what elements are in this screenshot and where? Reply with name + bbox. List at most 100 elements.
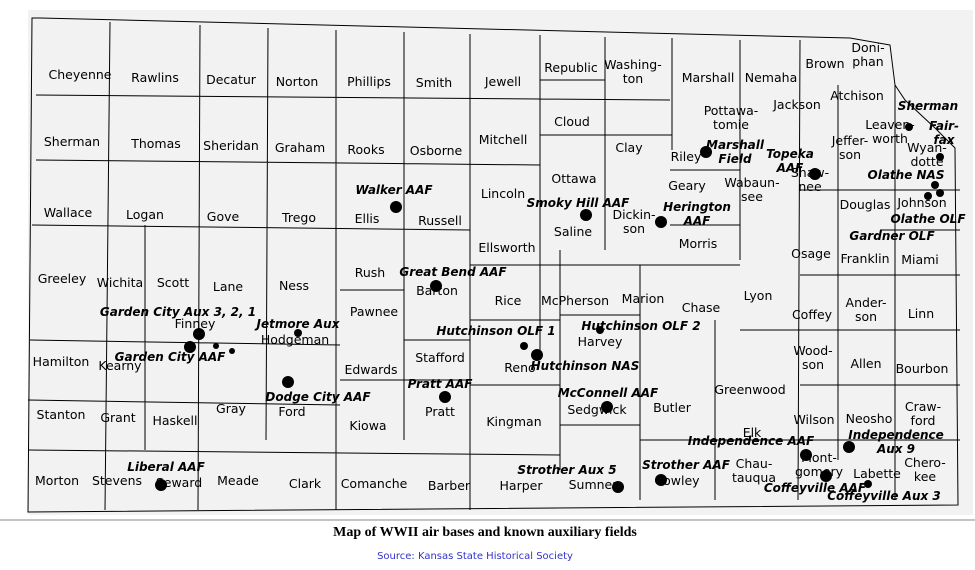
county-name: Pratt (425, 404, 455, 419)
air-field-label: Garden City Aux 3, 2, 1 (100, 305, 256, 319)
air-field-dot (936, 153, 944, 161)
county-name: Chero-kee (904, 455, 946, 484)
county-name: Logan (126, 207, 164, 222)
air-field-dot (520, 342, 528, 350)
air-field-dot (193, 328, 205, 340)
county-name: Douglas (840, 197, 891, 212)
county-name: Butler (653, 400, 692, 415)
county-name: Gray (216, 401, 246, 416)
county-name: Brown (805, 56, 844, 71)
county-name: Reno (504, 360, 535, 375)
county-name: Rawlins (131, 70, 179, 85)
county-name: Marshall (682, 70, 735, 85)
county-name: Franklin (840, 251, 889, 266)
county-name: McPherson (541, 293, 609, 308)
air-field-label: Hutchinson NAS (531, 359, 640, 373)
county-name: Grant (100, 410, 135, 425)
county-name: Pottawa-tomie (704, 103, 759, 132)
county-name: Miami (901, 252, 939, 267)
county-name: Elk (743, 425, 762, 440)
air-field-label: Herington AAF (663, 200, 731, 228)
air-field-label: Olathe NAS (868, 168, 945, 182)
air-field-dot (864, 480, 872, 488)
county-name: Greeley (38, 271, 87, 286)
air-field-dot (213, 343, 219, 349)
air-field-label: Strother AAF (642, 458, 731, 472)
air-field-dot (229, 348, 235, 354)
county-name: Rice (495, 293, 522, 308)
air-field-dot (655, 474, 667, 486)
state-outline (27, 17, 959, 513)
county-name: Hamilton (33, 354, 90, 369)
county-name: Ellis (355, 211, 380, 226)
county-name: Wichita (97, 275, 143, 290)
county-name: Marion (622, 291, 665, 306)
county-name: Ander-son (846, 295, 887, 324)
county-name: Leaven-worth (865, 117, 915, 146)
county-name: Jeffer-son (831, 133, 869, 162)
county-name: Finney (175, 316, 216, 331)
air-field-label: Hutchinson OLF 1 (436, 324, 555, 338)
air-field-label: Fair-fax (929, 119, 959, 147)
county-name: Jewell (484, 74, 521, 89)
county-name: Seward (156, 475, 202, 490)
county-name: Stevens (92, 473, 142, 488)
county-name: Stafford (415, 350, 465, 365)
county-name: Craw-ford (905, 399, 941, 428)
air-field-label: McConnell AAF (558, 386, 659, 400)
air-field-label: Smoky Hill AAF (527, 196, 631, 210)
county-name: Hodgeman (261, 332, 329, 347)
air-field-label: Great Bend AAF (399, 265, 507, 279)
county-labels: Cheyenne Rawlins Decatur Norton Phillips Smit… (33, 40, 949, 493)
county-name: Thomas (130, 136, 181, 151)
air-field-label: Jetmore Aux (255, 317, 341, 331)
air-field-dot (936, 189, 944, 197)
county-name: Morton (35, 473, 79, 488)
county-name: Riley (671, 149, 702, 164)
county-name: Clark (289, 476, 322, 491)
air-field-dot (905, 123, 913, 131)
county-name: Comanche (341, 476, 408, 491)
county-name: Sumner (569, 477, 619, 492)
air-field-label: Strother Aux 5 (517, 463, 616, 477)
county-name: Graham (275, 140, 325, 155)
air-field-dot (800, 449, 812, 461)
county-name: Cloud (554, 114, 590, 129)
county-name: Wood-son (793, 343, 832, 372)
county-name: Harvey (578, 334, 623, 349)
air-field-label: Sherman (898, 99, 958, 113)
county-name: Sedgwick (567, 402, 627, 417)
air-field-dot (430, 280, 442, 292)
air-fields: Walker AAF Smoky Hill AAF Herington AAF Mars… (100, 99, 966, 503)
county-name: Chau-tauqua (732, 456, 776, 485)
county-name: Republic (544, 60, 598, 75)
county-name: Lyon (744, 288, 773, 303)
county-name: Ottawa (551, 171, 596, 186)
county-name: Wyan-dotte (907, 140, 947, 169)
air-field-label: Hutchinson OLF 2 (581, 319, 700, 333)
county-name: Wilson (793, 412, 834, 427)
air-field-dot (155, 479, 167, 491)
county-name: Kiowa (349, 418, 386, 433)
air-field-dot (580, 209, 592, 221)
county-name: Allen (850, 356, 881, 371)
county-name: Rooks (347, 142, 384, 157)
air-field-dot (655, 216, 667, 228)
county-name: Kingman (486, 414, 541, 429)
county-name: Nemaha (745, 70, 797, 85)
county-name: Smith (416, 75, 452, 90)
county-name: Sherman (44, 134, 100, 149)
air-field-dot (924, 192, 932, 200)
county-name: Norton (276, 74, 319, 89)
source: Source: Kansas State Historical Society (377, 551, 573, 562)
county-name: Scott (157, 275, 189, 290)
county-name: Decatur (206, 72, 257, 87)
county-name: Osage (791, 246, 831, 261)
air-field-label: Pratt AAF (408, 377, 474, 391)
county-name: Neosho (846, 411, 893, 426)
air-field-label: Coffeyville AAF (764, 481, 867, 495)
county-name: Geary (668, 178, 706, 193)
air-field-label: Walker AAF (355, 183, 433, 197)
map-background (28, 10, 973, 515)
